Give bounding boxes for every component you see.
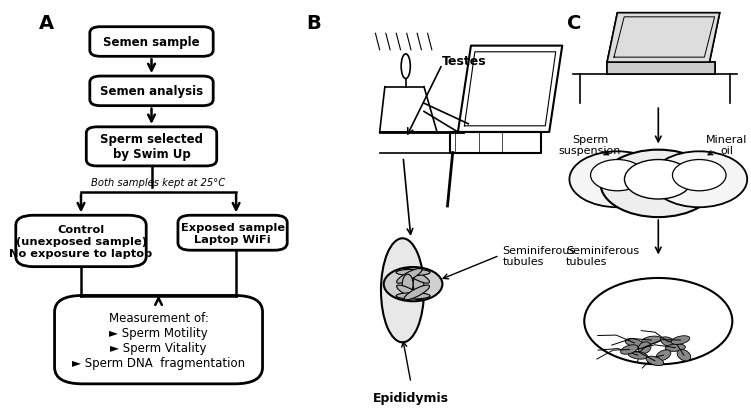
FancyBboxPatch shape [90,77,213,107]
Ellipse shape [413,275,424,294]
Text: Exposed sample
Laptop WiFi: Exposed sample Laptop WiFi [180,222,285,244]
Ellipse shape [397,269,422,284]
Ellipse shape [403,275,413,294]
Ellipse shape [381,239,424,342]
Text: Epididymis: Epididymis [373,391,449,404]
Circle shape [584,278,732,364]
Ellipse shape [677,350,691,361]
Ellipse shape [671,336,690,344]
Text: Testes: Testes [442,55,487,67]
Text: Sperm selected
by Swim Up: Sperm selected by Swim Up [100,133,203,161]
Circle shape [672,160,726,191]
Circle shape [625,160,692,199]
Ellipse shape [625,339,644,347]
Ellipse shape [628,351,647,359]
Text: C: C [568,14,582,33]
Text: Measurement of:
► Sperm Motility
► Sperm Vitality
► Sperm DNA  fragmentation: Measurement of: ► Sperm Motility ► Sperm… [72,311,245,369]
Text: Seminiferous
tubules: Seminiferous tubules [502,245,575,266]
FancyBboxPatch shape [16,216,146,267]
Text: Semen sample: Semen sample [103,36,200,49]
Ellipse shape [404,285,430,300]
Ellipse shape [660,337,677,347]
Text: B: B [306,14,321,33]
Ellipse shape [641,336,661,344]
Ellipse shape [646,356,664,366]
Ellipse shape [396,293,430,299]
Text: Semen analysis: Semen analysis [100,85,203,98]
Text: A: A [39,14,54,33]
Text: Seminiferous
tubules: Seminiferous tubules [566,245,639,266]
Ellipse shape [665,344,686,351]
Polygon shape [607,63,715,75]
Text: Sperm
suspension: Sperm suspension [559,134,621,156]
FancyBboxPatch shape [178,216,287,251]
Ellipse shape [397,285,422,300]
Circle shape [384,267,442,301]
Ellipse shape [404,269,430,284]
Circle shape [590,160,644,191]
Circle shape [569,152,665,208]
Ellipse shape [620,345,638,354]
FancyBboxPatch shape [90,28,213,57]
Circle shape [601,150,716,218]
Polygon shape [607,14,719,63]
Ellipse shape [638,342,651,354]
Ellipse shape [656,350,671,361]
Ellipse shape [396,270,430,276]
Text: Control
(unexposed sample)
No exposure to laptop: Control (unexposed sample) No exposure t… [9,225,152,258]
FancyBboxPatch shape [86,128,217,166]
FancyBboxPatch shape [55,296,263,384]
Circle shape [651,152,747,208]
Text: Both samples kept at 25°C: Both samples kept at 25°C [92,178,226,188]
Text: Mineral
oil: Mineral oil [706,134,747,156]
